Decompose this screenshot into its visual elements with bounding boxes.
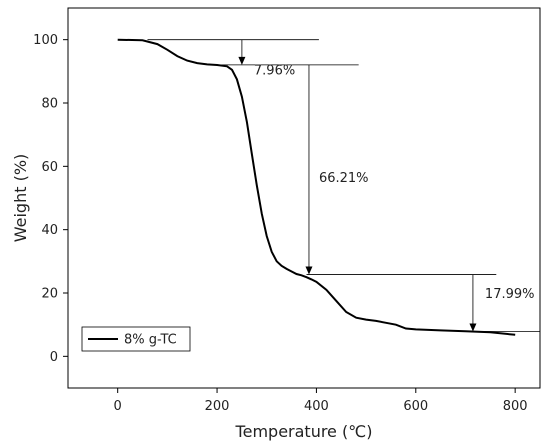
annotation-label: 17.99% [485,287,535,302]
annotation-arrowhead [305,266,313,275]
y-tick-label: 100 [33,33,58,48]
y-axis-title: Weight (%) [11,154,30,243]
x-tick-label: 800 [503,399,528,414]
x-tick-label: 200 [205,399,230,414]
y-tick-label: 60 [41,160,58,175]
annotation-arrowhead [238,56,246,65]
y-tick-label: 0 [50,350,58,365]
x-tick-label: 400 [304,399,329,414]
x-tick-label: 0 [114,399,122,414]
annotation-label: 7.96% [254,64,295,79]
x-tick-label: 600 [403,399,428,414]
annotation-label: 66.21% [319,171,369,186]
y-tick-label: 20 [41,287,58,302]
annotations: 7.96% 66.21% 17.99% [147,39,540,332]
y-tick-label: 40 [41,223,58,238]
legend: 8% g-TC [81,326,191,352]
y-tick-label: 80 [41,97,58,112]
axis-ticks: 0 200 400 600 800 0 20 40 60 80 100 [33,33,527,414]
series-line-8pct-g-tc [117,38,516,336]
x-axis-title: Temperature (℃) [235,422,373,441]
legend-label: 8% g-TC [124,333,177,348]
annotation-arrowhead [469,323,477,332]
plot-frame [67,7,541,389]
